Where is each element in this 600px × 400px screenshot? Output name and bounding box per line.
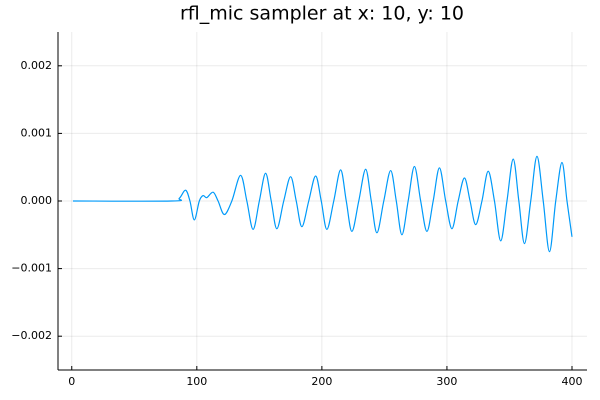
x-tick-label: 100 bbox=[186, 375, 207, 388]
y-tick-label: −0.001 bbox=[11, 262, 52, 275]
y-tick-label: 0.002 bbox=[21, 59, 53, 72]
y-tick-label: −0.002 bbox=[11, 329, 52, 342]
x-tick-label: 200 bbox=[311, 375, 332, 388]
chart-title: rfl_mic sampler at x: 10, y: 10 bbox=[180, 3, 464, 25]
x-tick-label: 300 bbox=[436, 375, 457, 388]
x-tick-label: 0 bbox=[68, 375, 75, 388]
y-tick-label: 0.000 bbox=[21, 194, 53, 207]
x-tick-label: 400 bbox=[561, 375, 582, 388]
y-tick-label: 0.001 bbox=[21, 126, 53, 139]
series-line bbox=[73, 155, 573, 253]
